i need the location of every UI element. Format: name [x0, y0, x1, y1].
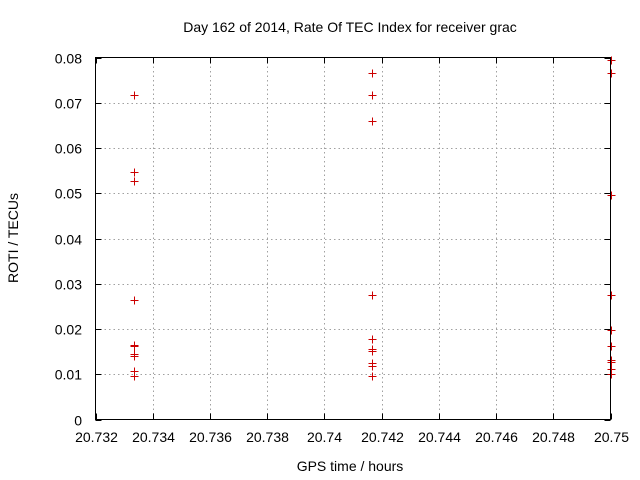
data-point: [368, 372, 377, 381]
x-tick-label: 20.742: [361, 429, 404, 445]
y-tick-label: 0.05: [55, 186, 82, 202]
axis-ticks: [95, 57, 612, 421]
data-point: [130, 342, 139, 351]
chart-title: Day 162 of 2014, Rate Of TEC Index for r…: [183, 19, 517, 35]
grid: [95, 57, 611, 420]
x-axis-label: GPS time / hours: [297, 458, 404, 474]
y-tick-label: 0.01: [55, 367, 82, 383]
x-tick-label: 20.734: [132, 429, 175, 445]
data-point: [130, 168, 139, 177]
plot-frame: [95, 57, 611, 420]
data-point: [607, 291, 616, 300]
data-point: [368, 91, 377, 100]
y-tick-label: 0.08: [55, 51, 82, 67]
data-point: [607, 342, 616, 351]
x-tick-labels: 20.732 20.734 20.736 20.738 20.74 20.742 20.74…: [75, 429, 629, 445]
y-tick-label: 0: [74, 413, 82, 429]
x-tick-label: 20.738: [246, 429, 289, 445]
data-point: [368, 69, 377, 78]
x-tick-label: 20.732: [75, 429, 118, 445]
data-point: [130, 296, 139, 305]
y-tick-label: 0.04: [55, 232, 82, 248]
data-point: [607, 326, 616, 335]
x-tick-label: 20.736: [189, 429, 232, 445]
x-tick-label: 20.74: [307, 429, 342, 445]
data-point: [368, 117, 377, 126]
data-point: [607, 69, 616, 78]
x-tick-label: 20.748: [532, 429, 575, 445]
y-tick-labels: 0 0.01 0.02 0.03 0.04 0.05 0.06 0.07 0.08: [55, 51, 82, 429]
data-point: [368, 362, 377, 371]
y-tick-label: 0.02: [55, 322, 82, 338]
data-point: [607, 56, 616, 65]
data-point: [607, 191, 616, 200]
data-point: [607, 370, 616, 379]
y-tick-label: 0.07: [55, 96, 82, 112]
data-point: [368, 347, 377, 356]
data-point: [368, 335, 377, 344]
x-tick-label: 20.744: [418, 429, 461, 445]
x-tick-label: 20.75: [594, 429, 629, 445]
data-point: [130, 372, 139, 381]
data-point: [607, 358, 616, 367]
data-point: [130, 177, 139, 186]
y-tick-label: 0.03: [55, 277, 82, 293]
y-axis-label: ROTI / TECUs: [5, 193, 21, 283]
data-point: [368, 291, 377, 300]
data-point: [130, 91, 139, 100]
data-points: [130, 56, 616, 381]
x-tick-label: 20.746: [475, 429, 518, 445]
y-tick-label: 0.06: [55, 141, 82, 157]
data-point: [130, 352, 139, 361]
